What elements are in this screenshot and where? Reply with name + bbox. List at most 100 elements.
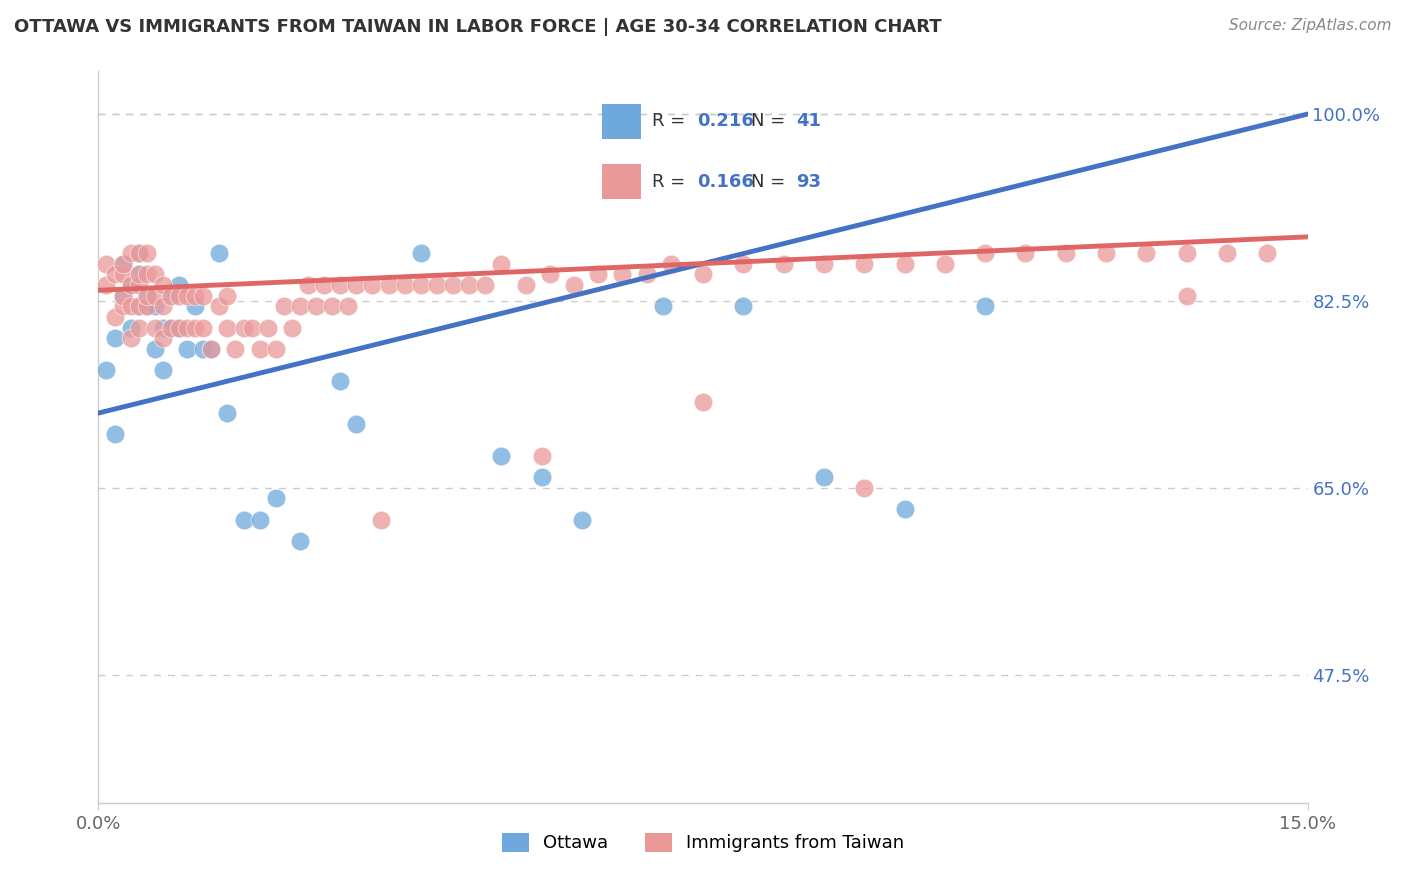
Point — [974, 246, 997, 260]
Point — [288, 534, 311, 549]
Point — [651, 299, 673, 313]
Point — [208, 246, 231, 260]
Point — [128, 246, 150, 260]
Point — [893, 256, 915, 270]
Point — [152, 331, 174, 345]
Point — [111, 267, 134, 281]
Point — [184, 320, 207, 334]
Point — [281, 320, 304, 334]
Point — [321, 299, 343, 313]
Point — [96, 277, 118, 292]
Point — [128, 267, 150, 281]
Point — [377, 277, 399, 292]
Point — [135, 299, 157, 313]
Point — [152, 320, 174, 334]
Point — [135, 299, 157, 313]
Point — [103, 310, 125, 324]
Text: 41: 41 — [796, 112, 821, 130]
Text: OTTAWA VS IMMIGRANTS FROM TAIWAN IN LABOR FORCE | AGE 30-34 CORRELATION CHART: OTTAWA VS IMMIGRANTS FROM TAIWAN IN LABO… — [14, 18, 942, 36]
Point — [974, 299, 997, 313]
Point — [256, 320, 278, 334]
Point — [361, 277, 384, 292]
Point — [530, 470, 553, 484]
Point — [491, 256, 513, 270]
Point — [200, 342, 222, 356]
Point — [160, 320, 183, 334]
Point — [167, 320, 190, 334]
Point — [160, 320, 183, 334]
Point — [893, 502, 915, 516]
Point — [692, 395, 714, 409]
Point — [297, 277, 319, 292]
Point — [111, 288, 134, 302]
Point — [491, 449, 513, 463]
Text: R =: R = — [652, 112, 692, 130]
Point — [160, 288, 183, 302]
Point — [143, 320, 166, 334]
Point — [441, 277, 464, 292]
Point — [128, 246, 150, 260]
Point — [103, 427, 125, 442]
Point — [135, 267, 157, 281]
Point — [314, 277, 336, 292]
Point — [135, 288, 157, 302]
Text: N =: N = — [751, 173, 790, 191]
Point — [96, 363, 118, 377]
Point — [111, 288, 134, 302]
Point — [344, 417, 367, 431]
Point — [692, 267, 714, 281]
Point — [329, 277, 352, 292]
Point — [111, 256, 134, 270]
Point — [515, 277, 537, 292]
Point — [167, 288, 190, 302]
Point — [200, 342, 222, 356]
Point — [128, 299, 150, 313]
Point — [224, 342, 246, 356]
Point — [111, 299, 134, 313]
Point — [217, 320, 239, 334]
Point — [217, 406, 239, 420]
Point — [458, 277, 481, 292]
Point — [264, 491, 287, 506]
Point — [128, 320, 150, 334]
Text: 0.166: 0.166 — [697, 173, 754, 191]
Point — [337, 299, 360, 313]
Point — [120, 320, 142, 334]
Point — [344, 277, 367, 292]
Point — [249, 342, 271, 356]
FancyBboxPatch shape — [602, 164, 641, 199]
Point — [249, 513, 271, 527]
Point — [103, 267, 125, 281]
Point — [1054, 246, 1077, 260]
Point — [232, 513, 254, 527]
Point — [273, 299, 295, 313]
Point — [160, 288, 183, 302]
Point — [184, 299, 207, 313]
Point — [128, 299, 150, 313]
Point — [143, 267, 166, 281]
Point — [329, 374, 352, 388]
Point — [530, 449, 553, 463]
Point — [103, 331, 125, 345]
Point — [128, 277, 150, 292]
Legend: Ottawa, Immigrants from Taiwan: Ottawa, Immigrants from Taiwan — [495, 826, 911, 860]
Text: 0.216: 0.216 — [697, 112, 754, 130]
Point — [143, 288, 166, 302]
Point — [128, 267, 150, 281]
Point — [232, 320, 254, 334]
Text: 93: 93 — [796, 173, 821, 191]
Point — [217, 288, 239, 302]
Point — [111, 256, 134, 270]
Point — [474, 277, 496, 292]
Point — [152, 299, 174, 313]
Text: R =: R = — [652, 173, 692, 191]
Point — [264, 342, 287, 356]
Point — [612, 267, 634, 281]
Point — [288, 299, 311, 313]
Point — [409, 246, 432, 260]
Point — [636, 267, 658, 281]
Point — [143, 342, 166, 356]
Point — [96, 256, 118, 270]
Point — [733, 256, 755, 270]
Point — [135, 246, 157, 260]
